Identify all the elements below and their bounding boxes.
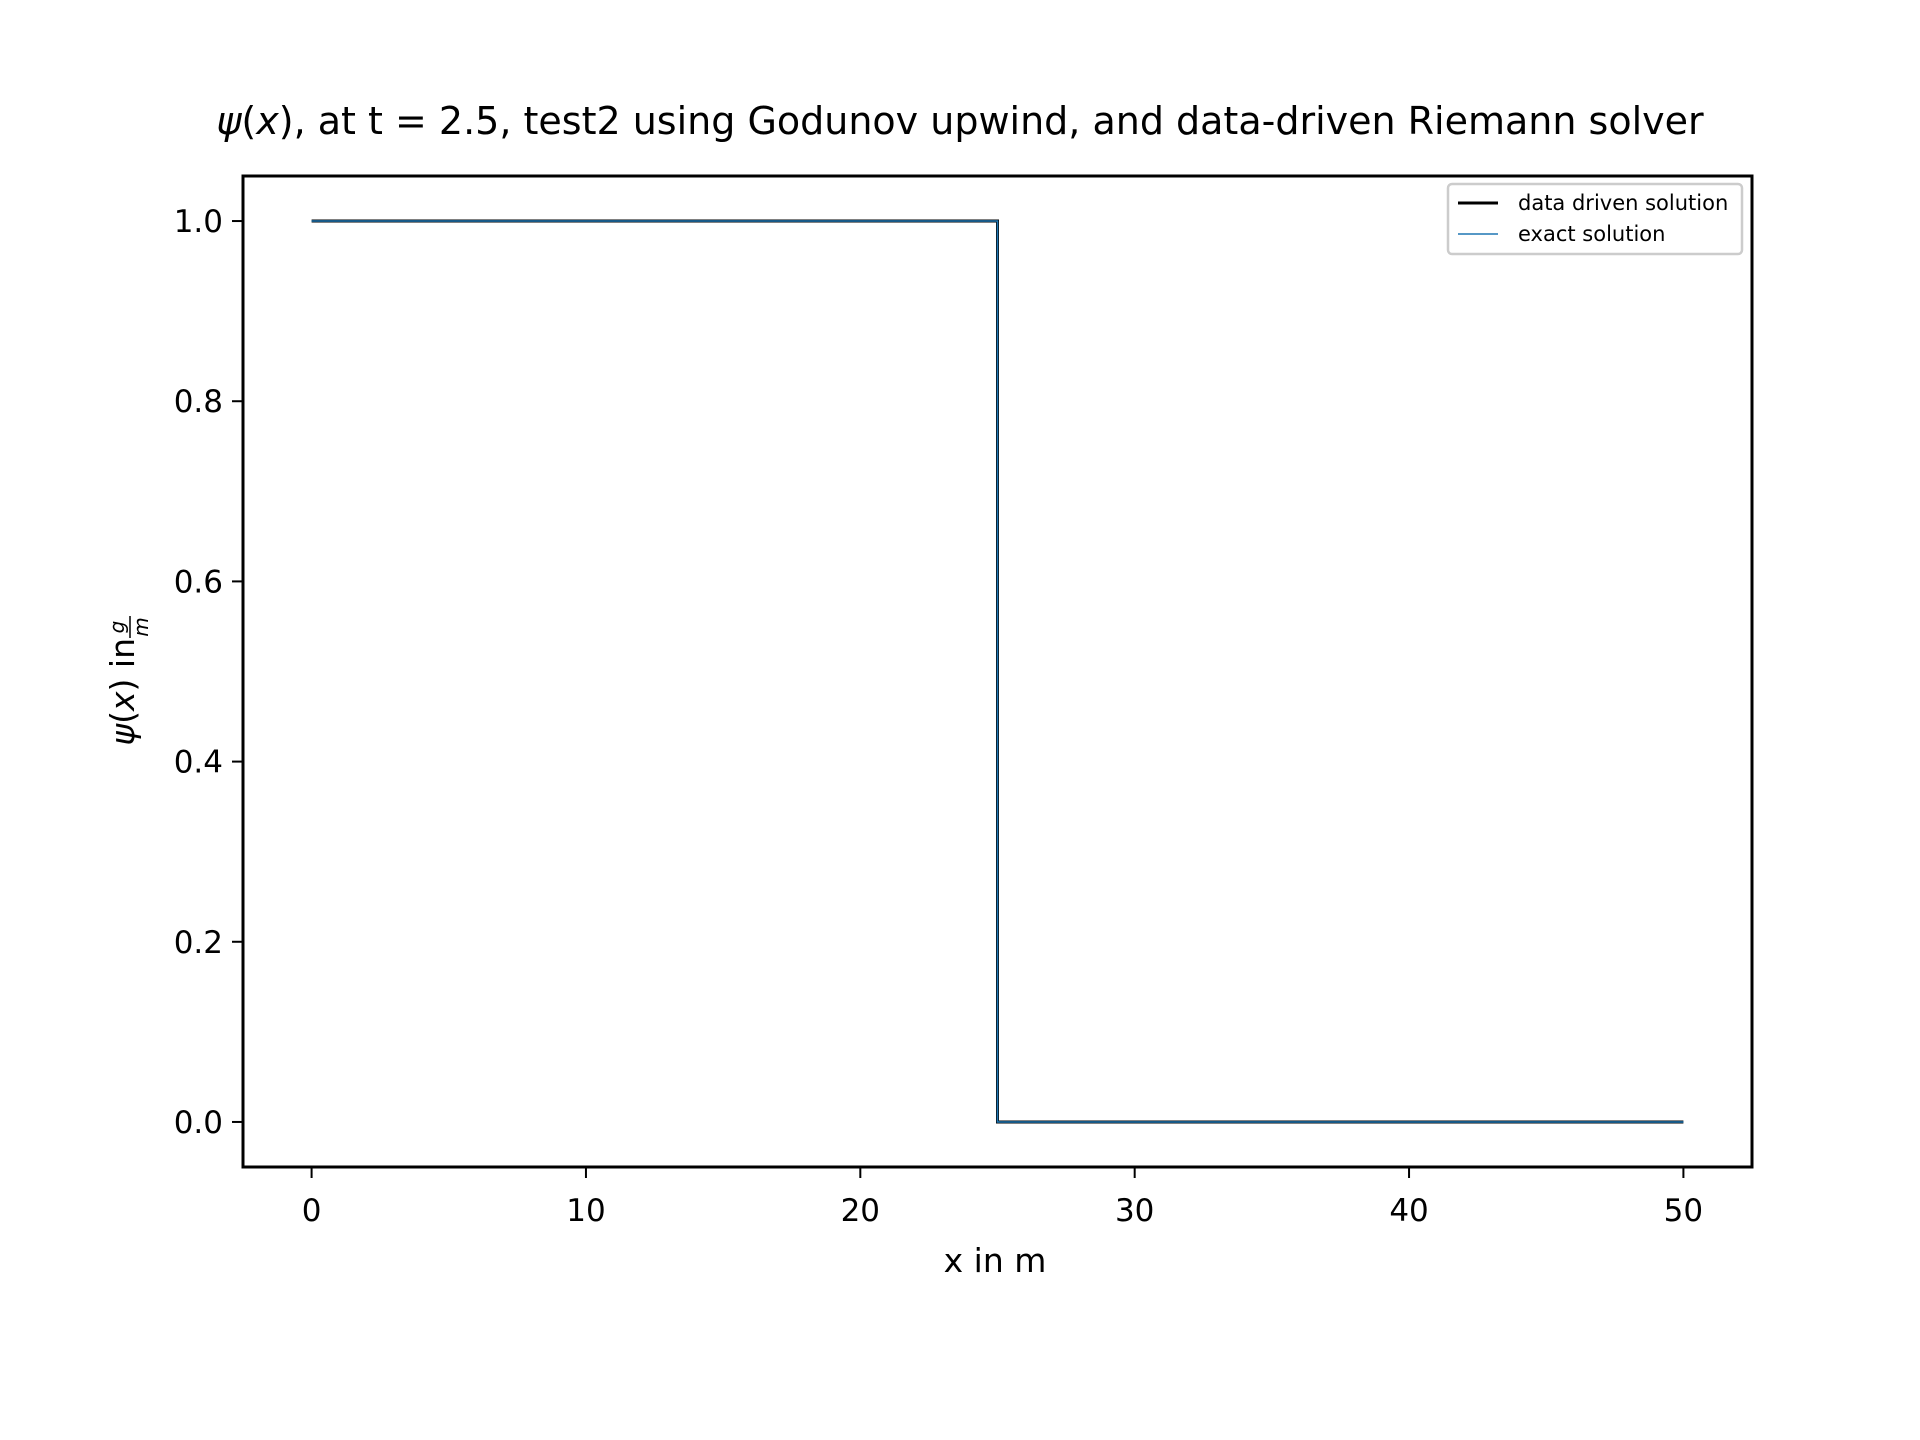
x-tick-label: 0 <box>302 1193 322 1229</box>
legend-label: exact solution <box>1518 222 1665 246</box>
series-layer <box>311 219 1684 1124</box>
y-tick-label: 0.4 <box>174 745 223 781</box>
y-tick-label: 1.0 <box>174 204 223 240</box>
plot-frame <box>241 174 1754 1169</box>
y-axis-label: ψ(x) in g m <box>103 616 153 746</box>
y-axis: 0.0 0.2 0.4 0.6 0.8 1.0 <box>174 204 243 1141</box>
x-tick-label: 20 <box>841 1193 880 1229</box>
y-tick-label: 0.6 <box>174 564 223 600</box>
x-axis-label: x in m <box>944 1241 1047 1280</box>
x-tick-label: 10 <box>566 1193 605 1229</box>
legend-label: data driven solution <box>1518 191 1728 215</box>
y-label-unit-numerator: g <box>105 621 129 634</box>
y-tick-label: 0.2 <box>174 925 223 961</box>
legend-box <box>1446 182 1744 256</box>
chart-title: ψ(x), at t = 2.5, test2 using Godunov up… <box>216 99 1704 143</box>
x-tick-label: 40 <box>1389 1193 1428 1229</box>
svg-text:ψ(x) in: ψ(x) in <box>103 638 142 746</box>
legend: data driven solution exact solution <box>1446 182 1744 256</box>
x-tick-label: 30 <box>1115 1193 1154 1229</box>
x-tick-label: 50 <box>1664 1193 1703 1229</box>
y-tick-label: 0.0 <box>174 1105 223 1141</box>
y-label-unit-denominator: m <box>129 617 153 636</box>
x-axis: 0 10 20 30 40 50 <box>302 1167 1703 1229</box>
y-tick-label: 0.8 <box>174 384 223 420</box>
series-line-exact <box>311 220 1684 1123</box>
